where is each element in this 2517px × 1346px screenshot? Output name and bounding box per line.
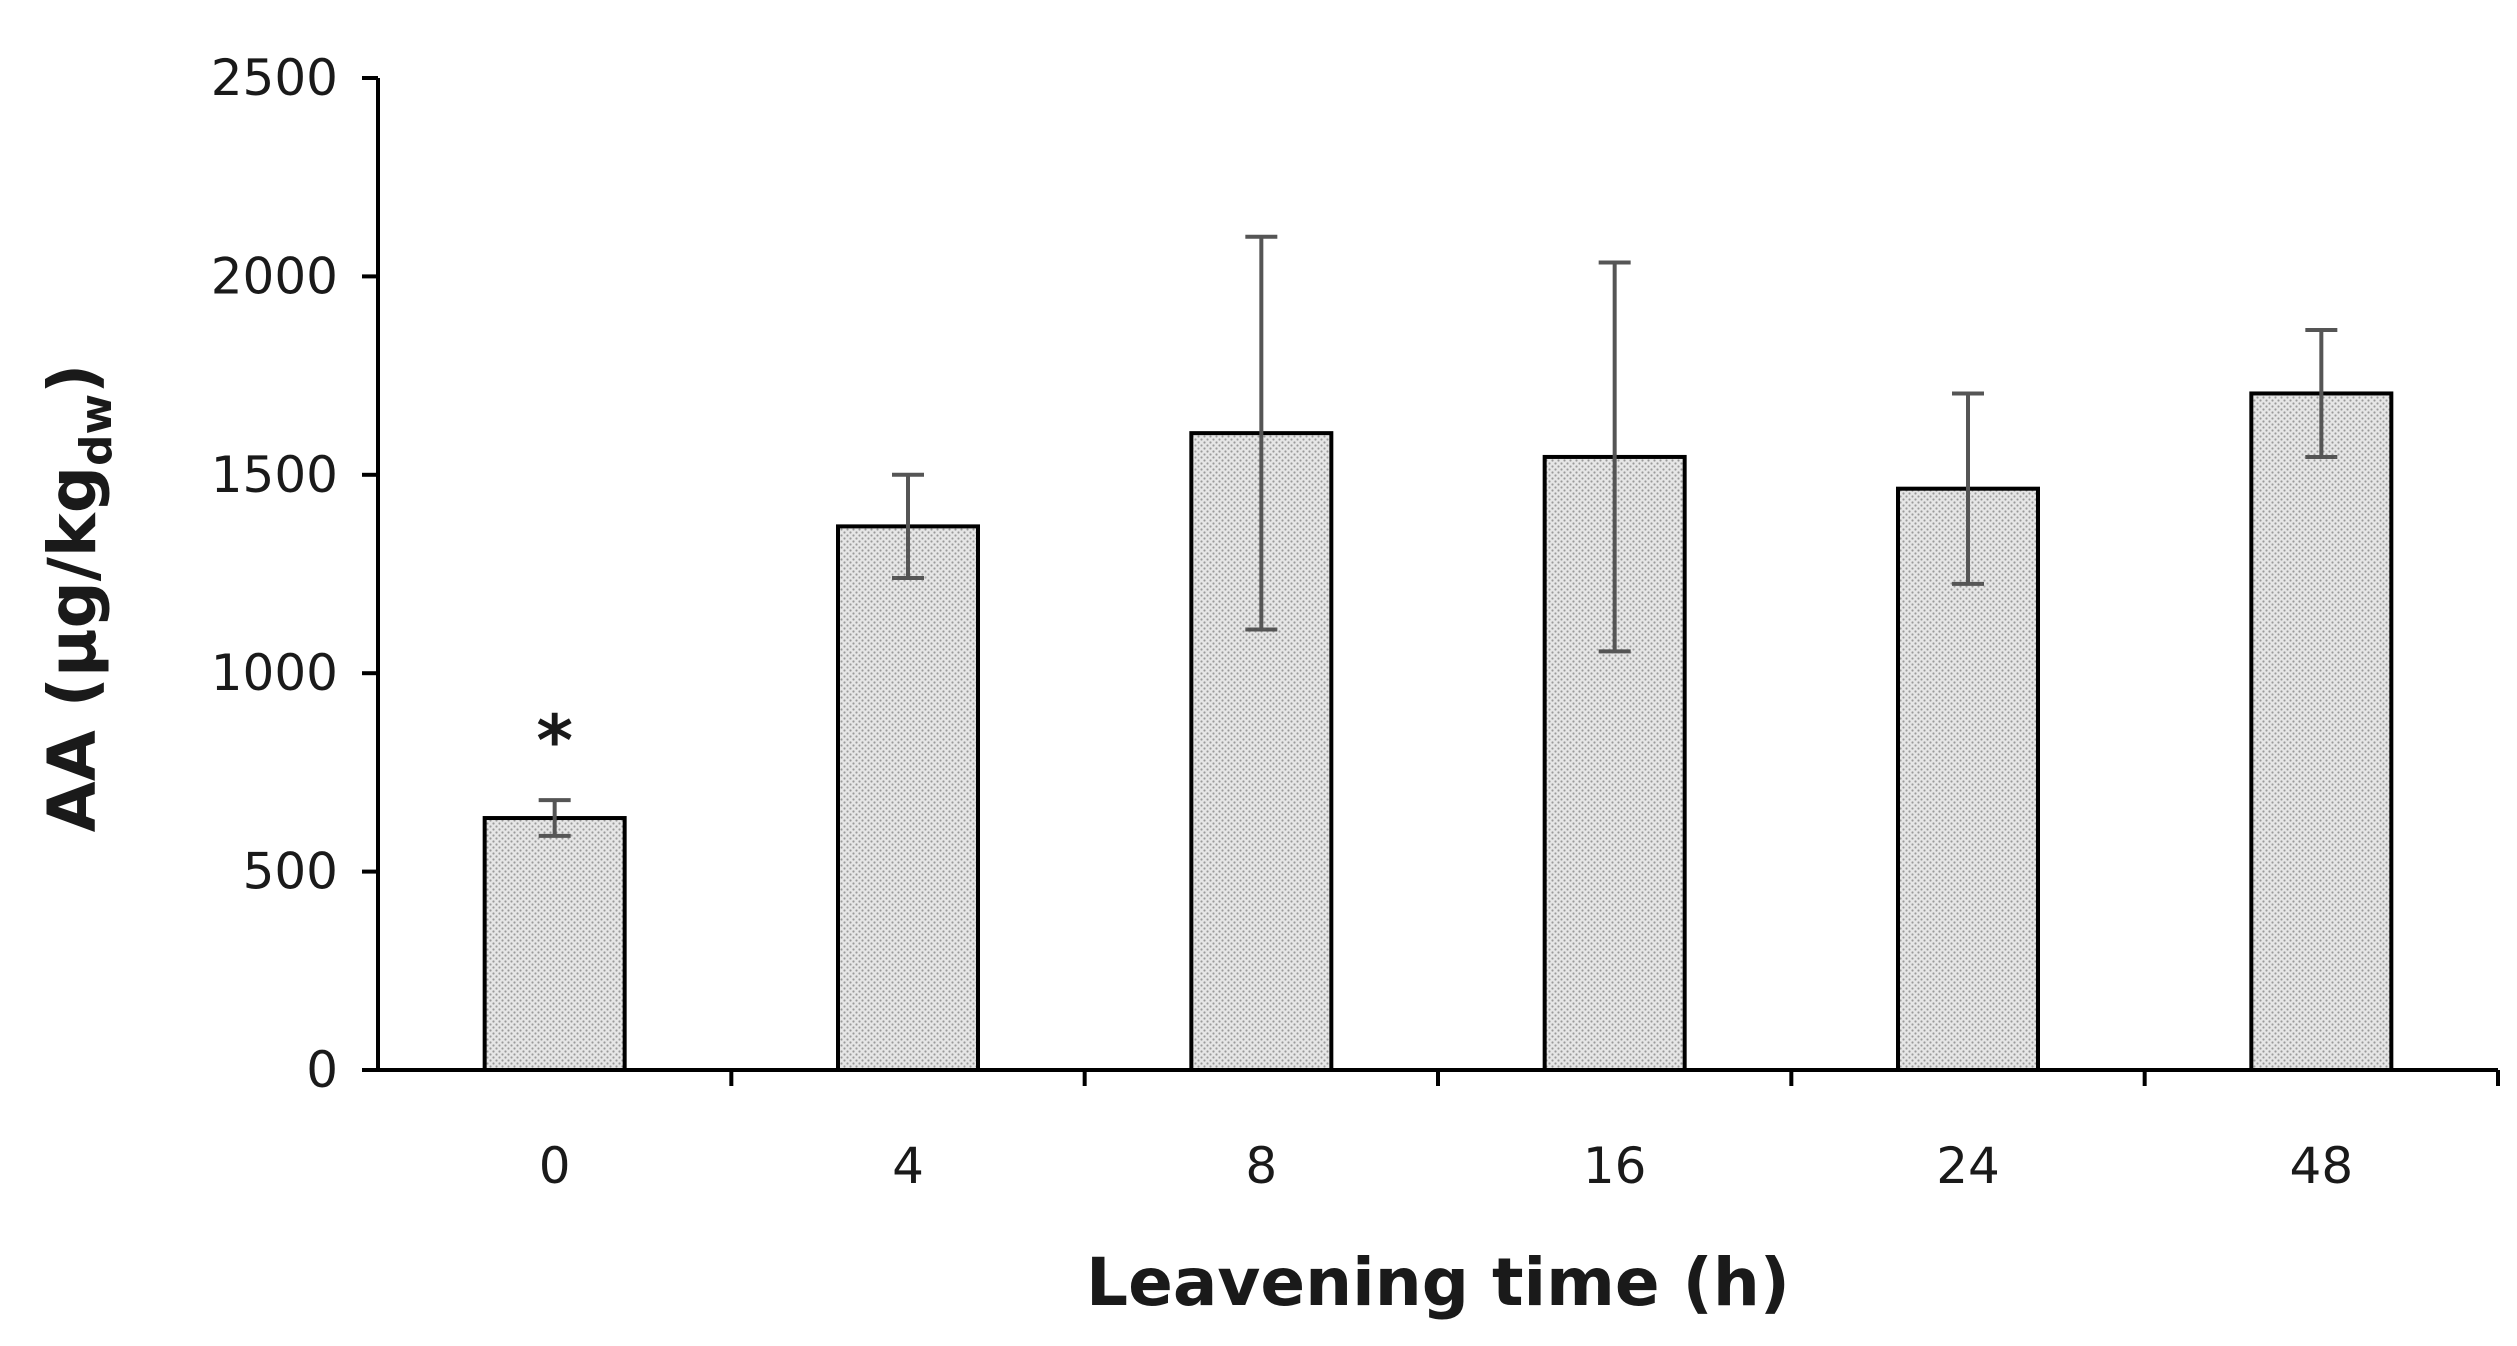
bar-0 (482, 816, 627, 1072)
y-tick-label-500: 500 (243, 843, 338, 901)
y-tick-label-1000: 1000 (211, 644, 338, 702)
error-bar-8 (1245, 234, 1278, 632)
x-tick-label-24: 24 (1936, 1137, 2000, 1195)
x-tick-label-8: 8 (1245, 1137, 1277, 1195)
y-tick-label-1500: 1500 (211, 446, 338, 504)
x-tick-label-4: 4 (892, 1137, 924, 1195)
y-tick-label-2000: 2000 (211, 247, 338, 305)
x-tick-label-0: 0 (539, 1137, 571, 1195)
significance-marker-0: * (536, 700, 573, 782)
error-bar-24 (1952, 391, 1984, 586)
bars (482, 391, 2394, 1073)
bar-48 (2249, 391, 2394, 1072)
x-tick-label-48: 48 (2290, 1137, 2354, 1195)
bar-4 (836, 524, 980, 1072)
y-tick-label-2500: 2500 (211, 49, 338, 107)
error-bars (538, 234, 2338, 838)
annotations: * (536, 700, 573, 782)
y-ticks: 0 500 1000 1500 2000 2500 (211, 49, 378, 1099)
error-bar-4 (892, 472, 924, 580)
y-axis-title: AA (μg/kgdw) (34, 364, 122, 833)
y-axis-title-close: ) (34, 364, 111, 394)
x-ticks: 0 4 8 16 24 48 (539, 1070, 2500, 1195)
y-axis-title-subscript: dw (71, 394, 122, 466)
x-tick-label-16: 16 (1583, 1137, 1647, 1195)
x-axis-title: Leavening time (h) (1086, 1244, 1790, 1321)
error-bar-0 (538, 798, 571, 838)
y-axis-title-main: AA (μg/kg (34, 466, 111, 832)
error-bar-16 (1598, 260, 1631, 654)
error-bar-48 (2305, 327, 2338, 459)
y-tick-label-0: 0 (306, 1041, 338, 1099)
